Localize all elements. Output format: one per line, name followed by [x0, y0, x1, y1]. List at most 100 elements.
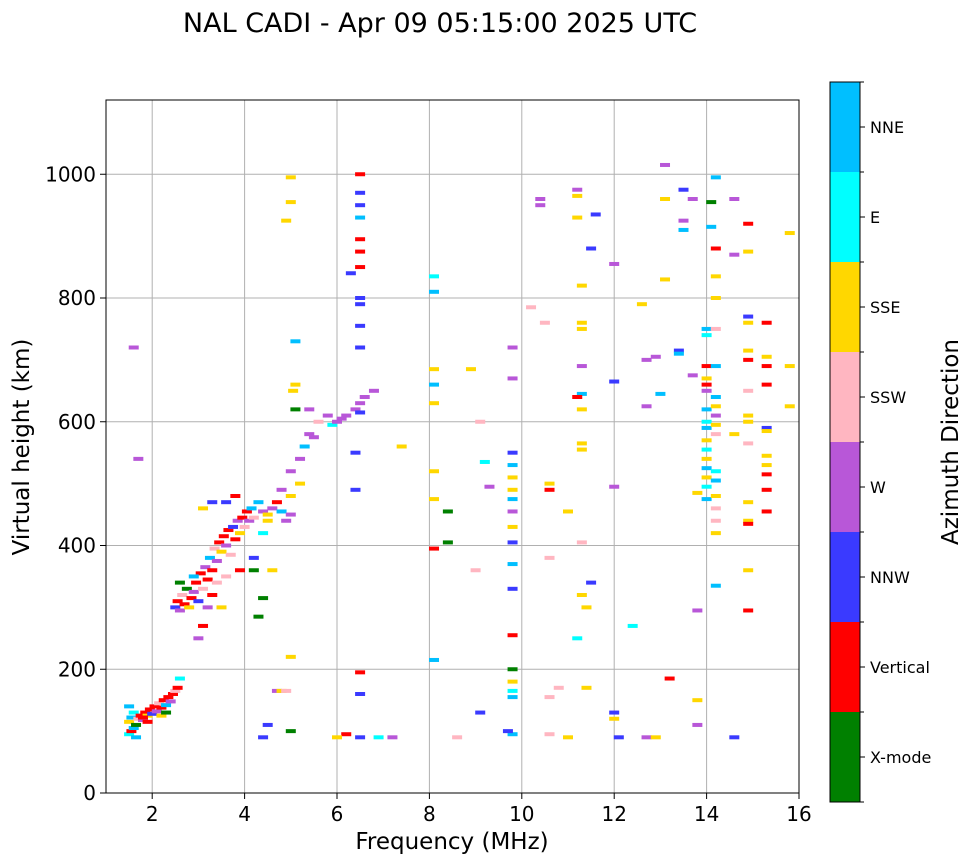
data-point-nne: [188, 574, 199, 579]
data-point-nne: [161, 703, 172, 708]
data-point-sse: [576, 283, 587, 288]
data-point-w: [165, 699, 176, 704]
data-point-vertical: [142, 719, 153, 724]
y-tick-label: 600: [58, 410, 96, 434]
data-point-sse: [262, 518, 273, 523]
data-point-ssw: [177, 593, 188, 597]
data-point-ssw: [225, 552, 236, 557]
data-point-w: [687, 197, 698, 201]
data-point-sse: [743, 249, 754, 254]
colorbar-swatch-ssw: [830, 352, 860, 442]
x-axis-label: Frequency (MHz): [355, 829, 548, 855]
data-point-sse: [576, 407, 587, 412]
data-point-w: [281, 518, 292, 523]
y-axis-ticks: 0 200 400 600 800 1000: [45, 162, 106, 805]
data-point-vertical: [186, 596, 197, 601]
data-point-nne: [253, 500, 264, 505]
data-point-nne: [701, 407, 712, 412]
data-point-nnw: [355, 323, 366, 328]
data-point-vertical: [761, 382, 772, 387]
plot-frame: [105, 99, 800, 794]
data-point-ssw: [198, 586, 209, 591]
data-point-w: [133, 456, 144, 461]
data-point-nnw: [475, 710, 486, 715]
data-point-x-mode: [285, 729, 296, 734]
data-point-nnw: [609, 379, 620, 384]
data-point-vertical: [195, 571, 206, 576]
data-point-vertical: [223, 528, 234, 533]
data-point-ssw: [281, 688, 292, 693]
data-point-nnw: [507, 450, 518, 455]
data-point-nne: [507, 562, 518, 567]
data-point-w: [535, 197, 546, 201]
data-points: [124, 162, 795, 740]
data-point-nnw: [355, 203, 366, 208]
data-point-sse: [429, 401, 440, 406]
data-point-sse: [156, 713, 167, 718]
colorbar-frame: [829, 81, 861, 803]
data-point-sse: [429, 469, 440, 474]
data-point-e: [507, 688, 518, 693]
data-point-w: [188, 589, 199, 594]
data-point-nne: [710, 583, 721, 588]
data-point-vertical: [158, 698, 169, 703]
x-tick-label: 16: [786, 802, 811, 826]
colorbar-swatch-nne: [830, 82, 860, 172]
data-point-ssw: [544, 732, 555, 737]
data-point-w: [729, 252, 740, 257]
data-point-nnw: [590, 212, 601, 217]
data-point-vertical: [241, 509, 252, 514]
colorbar-label-sse: SSE: [870, 298, 900, 317]
data-point-w: [576, 364, 587, 369]
data-point-vertical: [701, 382, 712, 387]
data-point-nne: [655, 391, 666, 396]
data-point-w: [507, 345, 518, 350]
data-point-ssw: [452, 735, 463, 740]
data-point-sse: [761, 463, 772, 468]
data-point-sse: [572, 193, 583, 198]
data-point-x-mode: [161, 710, 172, 715]
data-point-nnw: [193, 599, 204, 604]
data-point-ssw: [221, 574, 232, 579]
data-point-nnw: [761, 425, 772, 430]
data-point-w: [650, 354, 661, 359]
data-point-nnw: [345, 271, 356, 276]
data-point-nnw: [613, 735, 624, 740]
data-point-nne: [710, 395, 721, 399]
data-point-sse: [465, 367, 476, 372]
data-point-sse: [507, 487, 518, 492]
y-tick-label: 400: [58, 534, 96, 558]
data-point-vertical: [234, 568, 245, 573]
data-point-e: [128, 710, 139, 715]
data-point-sse: [710, 422, 721, 427]
data-point-w: [308, 435, 319, 440]
data-point-nnw: [258, 735, 269, 740]
data-point-sse: [692, 698, 703, 703]
data-point-vertical: [761, 320, 772, 325]
data-point-sse: [576, 441, 587, 446]
data-point-vertical: [664, 676, 675, 681]
data-point-vertical: [140, 710, 151, 715]
data-point-ssw: [710, 432, 721, 437]
data-point-sse: [576, 447, 587, 452]
data-point-ssw: [544, 555, 555, 560]
data-point-nnw: [673, 348, 684, 353]
data-point-w: [200, 565, 211, 570]
data-point-ssw: [710, 518, 721, 523]
data-point-w: [692, 608, 703, 613]
data-point-x-mode: [248, 568, 259, 573]
data-point-nnw: [170, 605, 181, 610]
data-point-w: [692, 722, 703, 727]
data-point-ssw: [470, 568, 481, 573]
data-point-vertical: [230, 537, 241, 542]
data-point-nne: [701, 497, 712, 502]
data-point-vertical: [710, 246, 721, 251]
data-point-nnw: [221, 500, 232, 505]
data-point-vertical: [218, 534, 229, 539]
data-point-nne: [678, 227, 689, 232]
data-point-sse: [332, 735, 342, 740]
data-point-nne: [701, 425, 712, 430]
data-point-vertical: [355, 249, 366, 254]
data-point-e: [701, 447, 712, 452]
